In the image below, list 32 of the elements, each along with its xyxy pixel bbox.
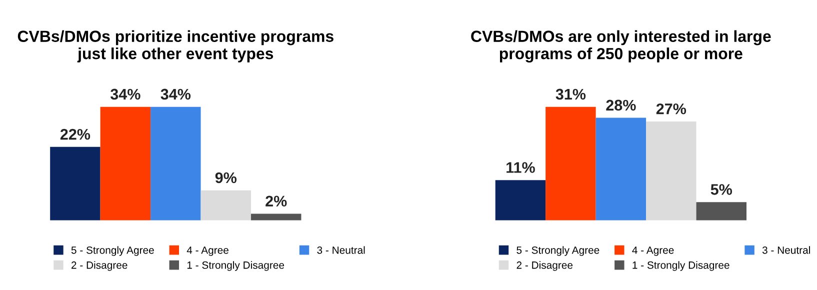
legend-label: 5 - Strongly Agree (71, 246, 154, 256)
data-label: 2% (266, 196, 287, 206)
data-label: 5% (710, 184, 732, 195)
data-label: 27% (656, 103, 686, 114)
bar (200, 190, 251, 220)
chart-title: CVBs/DMOs prioritize incentive programs just like other event types (18, 30, 334, 62)
legend-label: 1 - Strongly Disagree (632, 261, 730, 271)
legend-label: 1 - Strongly Disagree (187, 261, 284, 271)
data-label: 22% (60, 128, 90, 140)
data-label: 9% (215, 172, 237, 184)
legend-label: 5 - Strongly Agree (516, 246, 600, 256)
legend-label: 4 - Agree (186, 246, 228, 256)
legend-label: 3 - Neutral (317, 246, 365, 254)
bar (696, 202, 746, 220)
data-label: 31% (556, 88, 586, 100)
bar (546, 106, 596, 220)
chart-title: CVBs/DMOs are only interested in large programs of 250 people or more (471, 30, 771, 62)
data-label: 11% (506, 162, 535, 173)
bar (100, 106, 151, 220)
legend-label: 4 - Agree (632, 246, 674, 256)
bar (495, 180, 546, 220)
bar (50, 146, 100, 220)
data-label: 34% (160, 88, 191, 100)
legend-label: 3 - Neutral (762, 246, 810, 254)
data-label: 28% (606, 100, 636, 111)
bar (596, 118, 646, 220)
legend-label: 2 - Disagree (72, 261, 128, 271)
data-label: 34% (110, 88, 140, 100)
legend-label: 2 - Disagree (516, 261, 573, 271)
bar (250, 214, 302, 220)
bar (646, 121, 696, 220)
bar (150, 106, 201, 220)
